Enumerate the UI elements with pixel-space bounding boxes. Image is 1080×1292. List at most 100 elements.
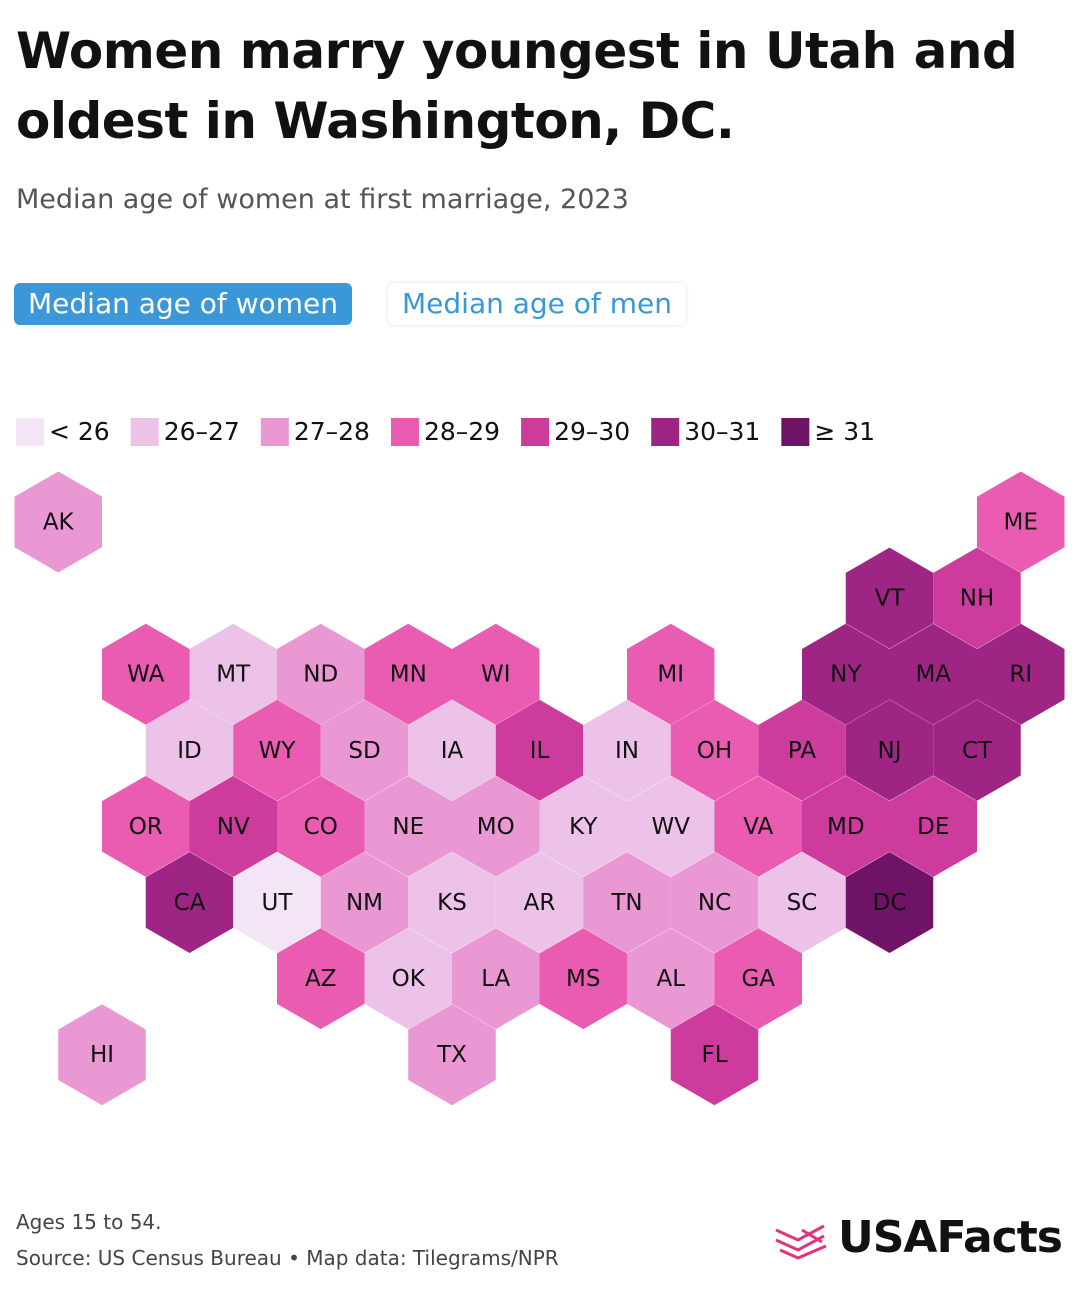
state-label: KY bbox=[569, 814, 598, 840]
state-tile bbox=[452, 928, 540, 1030]
state-tile bbox=[670, 852, 759, 953]
state-label: DC bbox=[873, 890, 907, 916]
state-tile bbox=[539, 775, 627, 877]
title: Women marry youngest in Utah and oldest … bbox=[16, 22, 1018, 150]
legend-swatch bbox=[521, 418, 550, 446]
state-tile bbox=[714, 928, 802, 1030]
state-label: HI bbox=[90, 1042, 114, 1068]
state-tile bbox=[189, 623, 277, 725]
legend-label: ≥ 31 bbox=[814, 417, 875, 446]
state-tile bbox=[452, 623, 540, 725]
legend-swatch bbox=[651, 418, 680, 446]
state-label: NE bbox=[392, 814, 424, 840]
tab-women[interactable]: Median age of women bbox=[14, 283, 352, 325]
legend-swatch bbox=[781, 418, 810, 446]
state-label: MO bbox=[477, 814, 515, 840]
legend-swatch bbox=[130, 418, 159, 446]
state-label: UT bbox=[262, 890, 294, 916]
state-label: WY bbox=[259, 738, 297, 764]
state-label: IL bbox=[530, 738, 550, 764]
state-label: TN bbox=[610, 890, 642, 916]
state-label: IN bbox=[615, 738, 639, 764]
state-label: SC bbox=[787, 890, 818, 916]
state-tile bbox=[802, 623, 890, 725]
state-label: AL bbox=[656, 966, 685, 992]
state-tile bbox=[58, 1004, 146, 1106]
state-label: NJ bbox=[878, 738, 902, 764]
state-label: FL bbox=[701, 1042, 727, 1068]
state-label: MT bbox=[216, 662, 251, 688]
state-tile bbox=[277, 623, 365, 725]
state-label: AZ bbox=[305, 966, 337, 992]
state-tile bbox=[933, 699, 1021, 801]
state-label: NV bbox=[217, 814, 250, 840]
state-label: GA bbox=[741, 966, 775, 992]
state-label: IA bbox=[441, 738, 464, 764]
state-tile bbox=[583, 699, 671, 801]
state-label: NH bbox=[960, 586, 995, 612]
state-label: WV bbox=[652, 814, 691, 840]
state-label: NM bbox=[346, 890, 383, 916]
state-tile bbox=[758, 699, 846, 801]
state-label: AK bbox=[43, 510, 75, 536]
legend-label: 29–30 bbox=[554, 417, 630, 446]
state-tile bbox=[977, 623, 1065, 725]
state-label: PA bbox=[788, 738, 816, 764]
tab-men[interactable]: Median age of men bbox=[388, 283, 686, 325]
legend-swatch bbox=[390, 418, 419, 446]
state-tile bbox=[145, 852, 234, 953]
state-label: WA bbox=[127, 662, 164, 688]
state-label: NC bbox=[698, 890, 731, 916]
state-tile bbox=[627, 775, 715, 877]
state-tile bbox=[539, 928, 627, 1030]
state-tile bbox=[364, 623, 452, 725]
state-label: ID bbox=[177, 738, 202, 764]
note: Ages 15 to 54. bbox=[16, 1210, 162, 1234]
state-tile bbox=[583, 852, 671, 953]
state-tile bbox=[933, 547, 1021, 649]
legend-swatch bbox=[260, 418, 289, 446]
state-label: ME bbox=[1004, 510, 1038, 536]
state-tile bbox=[802, 775, 890, 877]
legend-label: < 26 bbox=[49, 417, 110, 446]
state-tile bbox=[233, 852, 321, 953]
state-tile bbox=[364, 775, 452, 877]
state-tile bbox=[320, 852, 409, 953]
state-tile bbox=[977, 471, 1065, 573]
state-tile bbox=[845, 852, 934, 953]
state-tile bbox=[714, 775, 802, 877]
state-tile bbox=[189, 775, 277, 877]
state-tile bbox=[845, 699, 934, 801]
state-label: MA bbox=[915, 662, 951, 688]
state-label: ND bbox=[303, 662, 338, 688]
state-label: OR bbox=[129, 814, 163, 840]
state-label: CO bbox=[304, 814, 338, 840]
state-label: LA bbox=[481, 966, 510, 992]
state-tile bbox=[102, 775, 190, 877]
state-label: VA bbox=[743, 814, 773, 840]
state-tile bbox=[364, 928, 452, 1030]
state-tile bbox=[495, 852, 584, 953]
state-tile bbox=[102, 623, 190, 725]
state-tile bbox=[277, 775, 365, 877]
subtitle: Median age of women at first marriage, 2… bbox=[16, 184, 629, 215]
state-label: SD bbox=[348, 738, 380, 764]
state-label: RI bbox=[1009, 662, 1032, 688]
state-label: AR bbox=[524, 890, 556, 916]
state-label: VT bbox=[875, 586, 906, 612]
state-label: MN bbox=[390, 662, 427, 688]
state-tile bbox=[14, 471, 102, 573]
logo: USAFacts bbox=[838, 1212, 1063, 1263]
legend-label: 26–27 bbox=[164, 417, 240, 446]
state-tile bbox=[408, 852, 496, 953]
state-tile bbox=[845, 547, 934, 649]
state-label: WI bbox=[481, 662, 511, 688]
state-tile bbox=[408, 699, 496, 801]
state-tile bbox=[277, 928, 365, 1030]
state-label: MD bbox=[827, 814, 865, 840]
state-label: NY bbox=[830, 662, 862, 688]
state-tile bbox=[145, 699, 234, 801]
state-tile bbox=[670, 1004, 759, 1106]
state-tile bbox=[320, 699, 409, 801]
